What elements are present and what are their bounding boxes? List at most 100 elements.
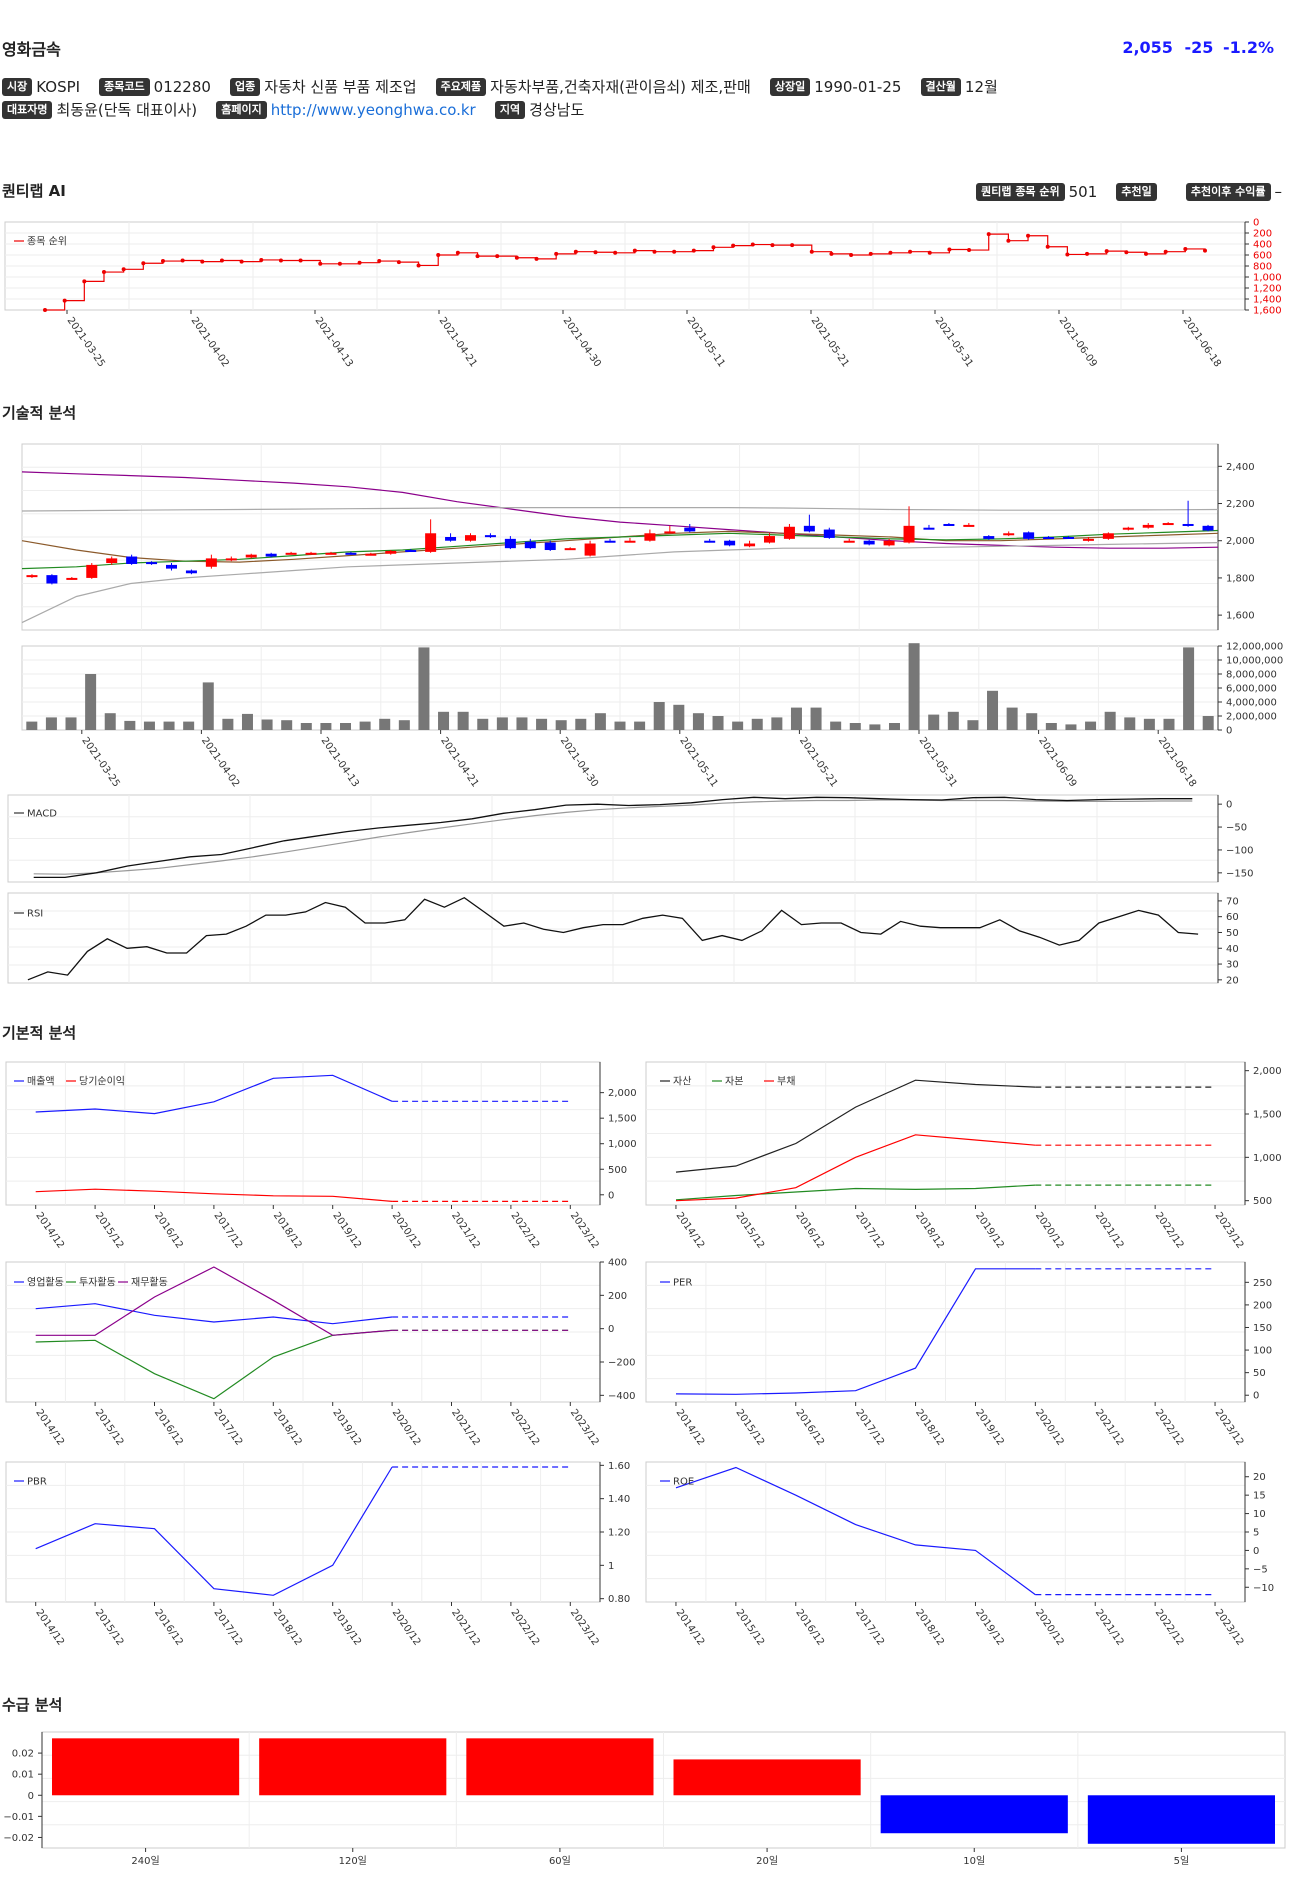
- pbr-chart-y-tick-label: 1.40: [608, 1494, 630, 1505]
- rank-point: [809, 249, 814, 254]
- volume-bar: [222, 718, 234, 730]
- volume-bar: [987, 690, 999, 730]
- candle-body: [325, 552, 337, 555]
- candle-body: [704, 540, 716, 543]
- candle-body: [963, 524, 975, 527]
- rank-point: [1144, 251, 1149, 256]
- recommend-return-label: 추천이후 수익률: [1185, 182, 1271, 201]
- rank-chart-legend-label: 종목 순위: [27, 235, 67, 248]
- cashflow-chart-x-tick-label: 2015/12: [93, 1407, 126, 1447]
- balance-series-자본: [675, 1184, 1036, 1201]
- per-chart-y-tick-label: 0: [1253, 1391, 1259, 1402]
- rank-chart-x-tick-label: 2021-06-18: [1181, 315, 1223, 369]
- rank-chart-y-tick-label: 1,200: [1253, 284, 1282, 295]
- rank-point: [1183, 246, 1188, 251]
- cashflow-chart-x-tick-label: 2020/12: [390, 1407, 423, 1447]
- pbr-chart-x-tick-label: 2015/12: [93, 1607, 126, 1647]
- cashflow-chart-x-tick-label: 2021/12: [449, 1407, 482, 1447]
- candle-body: [843, 540, 855, 543]
- rank-chart-y-tick-label: 1,000: [1253, 273, 1282, 284]
- volume-bar: [85, 674, 97, 730]
- candle-body: [764, 536, 775, 543]
- price-change-pct: -1.2%: [1222, 38, 1274, 57]
- candle-body: [1063, 537, 1074, 539]
- volume-bar: [26, 721, 38, 730]
- volume-bar: [143, 721, 155, 730]
- homepage-link[interactable]: http://www.yeonghwa.co.kr: [270, 100, 476, 119]
- volume-bar: [261, 719, 273, 730]
- info-label: 결산월: [920, 77, 961, 96]
- revenue-chart-x-tick-label: 2015/12: [93, 1210, 126, 1250]
- volume-bar: [575, 718, 587, 730]
- info-value: 자동차 신품 부품 제조업: [264, 78, 417, 96]
- volume-bar: [477, 718, 489, 730]
- rank-point: [593, 250, 598, 255]
- per-chart-x-tick-label: 2023/12: [1213, 1407, 1246, 1447]
- rank-point: [318, 261, 323, 266]
- info-label: 시장: [2, 77, 33, 96]
- volume-bar: [594, 713, 606, 730]
- candle-body: [484, 535, 496, 538]
- macd-chart-y-tick-label: 0: [1226, 800, 1232, 811]
- revenue-chart-x-tick-label: 2022/12: [508, 1210, 541, 1250]
- supply-chart-y-tick-label: −0.02: [3, 1833, 34, 1844]
- candle-body: [883, 540, 895, 546]
- rsi-chart-y-tick-label: 30: [1226, 960, 1239, 971]
- rank-point: [377, 259, 382, 264]
- candle-body: [26, 575, 38, 578]
- rank-point: [908, 249, 913, 254]
- rank-chart-y-tick-label: 600: [1253, 251, 1272, 262]
- volume-bar: [790, 707, 802, 730]
- revenue-chart-x-tick-label: 2023/12: [568, 1210, 601, 1250]
- balance-chart-x-tick-label: 2014/12: [673, 1210, 706, 1250]
- section-title-supply: 수급 분석: [2, 1696, 63, 1714]
- volume-bar: [967, 720, 979, 730]
- rank-point: [1026, 233, 1031, 238]
- per-chart-x-tick-label: 2018/12: [913, 1407, 946, 1447]
- price-chart-y-tick-label: 2,000: [1226, 536, 1255, 547]
- cashflow-chart-x-tick-label: 2014/12: [33, 1407, 66, 1447]
- candle-body: [166, 564, 177, 569]
- candle-body: [465, 535, 476, 541]
- rank-point: [219, 258, 224, 263]
- rank-point: [141, 261, 146, 266]
- rank-point: [82, 279, 87, 284]
- volume-bar: [516, 717, 528, 730]
- candle-body: [1102, 533, 1114, 539]
- rank-point: [180, 258, 185, 263]
- balance-chart-x-tick-label: 2018/12: [913, 1210, 946, 1250]
- cashflow-chart-y-tick-label: −400: [608, 1391, 635, 1402]
- rank-point: [868, 251, 873, 256]
- roe-chart-x-tick-label: 2019/12: [973, 1607, 1006, 1647]
- candle-body: [245, 554, 257, 558]
- info-row-1: 시장 KOSPI 종목코드 012280 업종 자동차 신품 부품 제조업 주요제품 자…: [2, 76, 1012, 97]
- volume-chart-x-tick-label: 2021-05-31: [917, 735, 959, 789]
- candle-body: [1182, 523, 1194, 526]
- info-label: 업종: [230, 77, 261, 96]
- rank-point: [554, 251, 559, 256]
- revenue-chart-legend-label: 매출액: [27, 1076, 55, 1088]
- volume-bar: [183, 721, 195, 730]
- price-ma-green: [21, 529, 1219, 570]
- rsi-chart-y-tick-label: 50: [1226, 928, 1239, 939]
- revenue-chart-y-tick-label: 1,500: [608, 1114, 637, 1125]
- volume-bar: [418, 647, 430, 730]
- roe-chart-y-tick-label: 15: [1253, 1491, 1266, 1502]
- info-value: KOSPI: [36, 77, 81, 96]
- cashflow-chart-x-tick-label: 2017/12: [211, 1407, 244, 1447]
- volume-bar: [202, 682, 214, 730]
- candle-body: [544, 542, 556, 551]
- candle-body: [863, 540, 875, 545]
- price-chart-y-tick-label: 2,400: [1226, 462, 1255, 473]
- candle-body: [1003, 533, 1015, 536]
- volume-bar: [849, 723, 861, 730]
- volume-bar: [1124, 717, 1136, 730]
- volume-bar: [281, 720, 293, 730]
- rank-point: [573, 249, 578, 254]
- volume-bar: [65, 717, 77, 730]
- per-chart-x-tick-label: 2016/12: [793, 1407, 826, 1447]
- info-label: 종목코드: [99, 77, 150, 96]
- price-change: -25: [1184, 38, 1214, 57]
- info-row-2: 대표자명 최동윤(단독 대표이사) 홈페이지 http://www.yeonghwa…: [2, 99, 598, 120]
